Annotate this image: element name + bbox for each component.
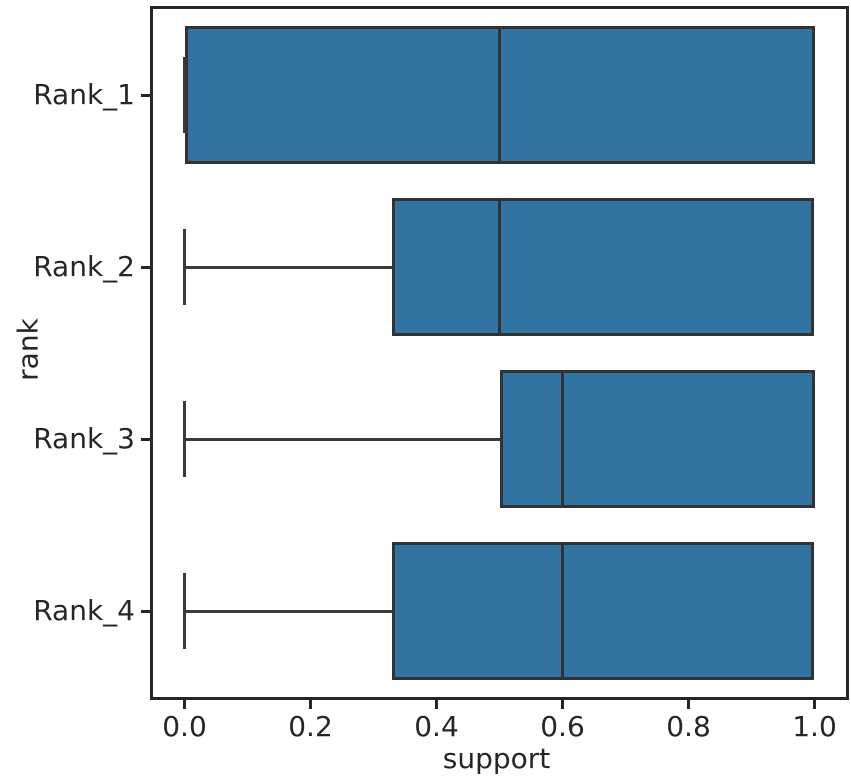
median-rank_2 — [498, 201, 501, 333]
y-tick-label: Rank_1 — [33, 78, 135, 111]
y-tick-label: Rank_4 — [33, 594, 135, 627]
x-tick-label: 0.8 — [666, 710, 711, 743]
box-rank_2 — [392, 198, 815, 336]
y-tick-mark — [141, 609, 150, 613]
y-tick-label: Rank_2 — [33, 250, 135, 283]
whisker-cap-rank_4 — [183, 573, 186, 649]
x-tick-mark — [561, 700, 564, 709]
whisker-cap-rank_2 — [183, 229, 186, 305]
x-tick-mark — [183, 700, 186, 709]
median-rank_4 — [561, 545, 564, 677]
x-tick-label: 0.6 — [540, 710, 585, 743]
median-rank_1 — [498, 29, 501, 161]
x-tick-mark — [309, 700, 312, 709]
plot-area — [150, 6, 849, 700]
box-rank_3 — [499, 370, 815, 508]
x-tick-mark — [435, 700, 438, 709]
box-rank_4 — [392, 542, 815, 680]
y-tick-mark — [141, 93, 150, 97]
whisker-rank_3 — [184, 437, 500, 441]
x-tick-mark — [687, 700, 690, 709]
whisker-rank_2 — [184, 265, 393, 269]
x-tick-label: 0.0 — [162, 710, 207, 743]
x-axis-label: support — [442, 742, 551, 775]
whisker-cap-rank_1 — [183, 57, 186, 133]
x-tick-mark — [813, 700, 816, 709]
x-tick-label: 0.2 — [288, 710, 333, 743]
y-tick-mark — [141, 265, 150, 269]
whisker-rank_4 — [184, 609, 393, 613]
y-tick-label: Rank_3 — [33, 422, 135, 455]
whisker-cap-rank_3 — [183, 401, 186, 477]
median-rank_3 — [561, 373, 564, 505]
y-tick-mark — [141, 437, 150, 441]
x-tick-label: 1.0 — [792, 710, 837, 743]
x-tick-label: 0.4 — [414, 710, 459, 743]
